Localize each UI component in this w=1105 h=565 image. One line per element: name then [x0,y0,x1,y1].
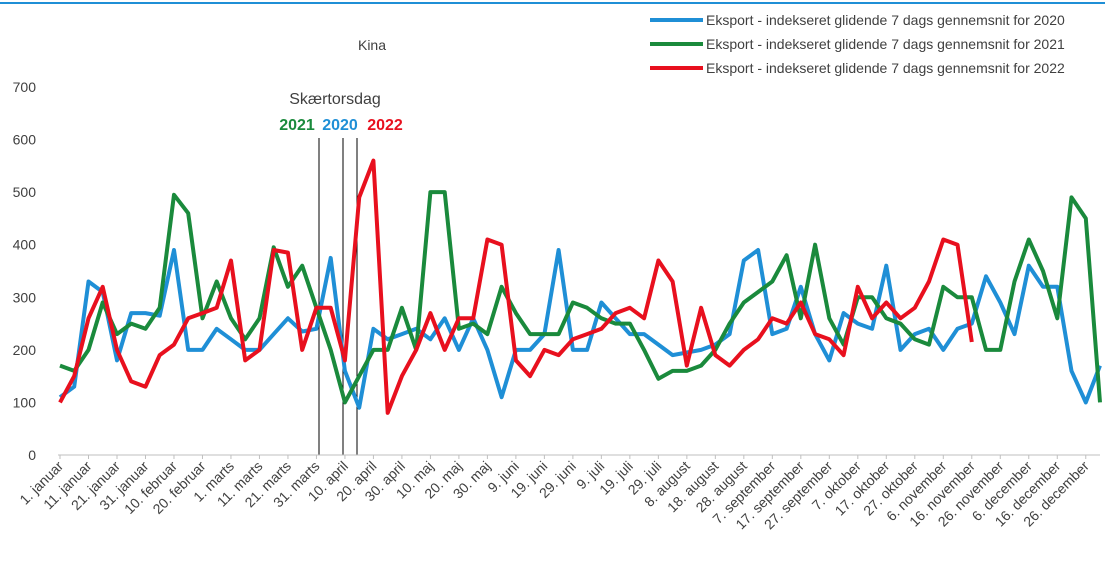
legend-label: Eksport - indekseret glidende 7 dags gen… [706,12,1065,28]
chart-title: Kina [358,37,386,53]
y-tick-label: 100 [13,394,37,410]
y-tick-label: 600 [13,132,37,148]
line-series [59,190,1102,405]
y-tick-label: 400 [13,237,37,253]
legend-label: Eksport - indekseret glidende 7 dags gen… [706,36,1065,52]
legend-label: Eksport - indekseret glidende 7 dags gen… [706,60,1065,76]
annotation-label: Skærtorsdag [289,91,381,108]
annotation-year: 2022 [367,117,403,134]
line-series [58,158,974,415]
line-series [58,248,1102,410]
y-tick-label: 300 [13,289,37,305]
y-tick-label: 500 [13,184,37,200]
annotation-year: 2021 [279,117,315,134]
y-tick-label: 0 [28,447,36,463]
annotation-year: 2020 [322,117,358,134]
y-tick-label: 700 [13,79,37,95]
y-tick-label: 200 [13,342,37,358]
